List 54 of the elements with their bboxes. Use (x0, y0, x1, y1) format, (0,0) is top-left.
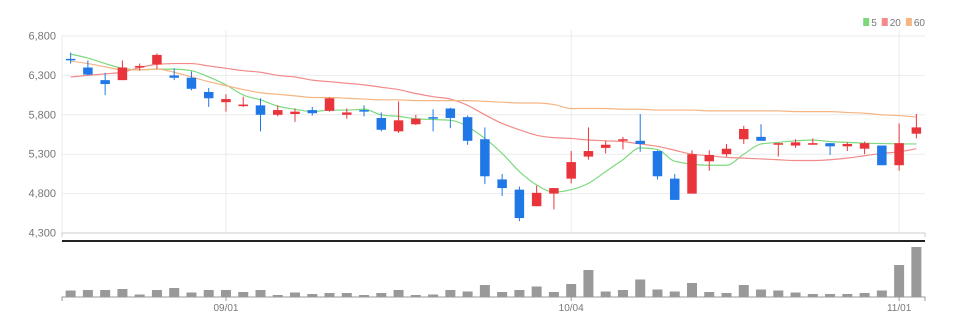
legend-label: 5 (871, 18, 878, 29)
candlestick (221, 94, 231, 112)
candlestick (912, 114, 922, 139)
candlestick (152, 52, 162, 70)
candlestick (774, 142, 784, 158)
candlestick (66, 52, 76, 64)
candlestick (860, 141, 870, 155)
y-tick-label: 5,800 (28, 109, 56, 122)
candlestick (877, 145, 887, 166)
candlestick (100, 72, 110, 96)
candlestick (722, 143, 732, 158)
candlestick (359, 104, 369, 117)
candlestick (186, 70, 196, 91)
y-tick-label: 4,300 (28, 228, 56, 240)
candlestick (532, 185, 542, 207)
x-tick-label: 09/01 (213, 303, 239, 314)
candlestick (290, 108, 300, 122)
candlestick (169, 68, 179, 81)
candlestick (376, 112, 386, 132)
candlestick (549, 188, 559, 210)
x-tick-label: 10/04 (558, 303, 584, 314)
candlestick (273, 104, 282, 117)
y-tick-label: 6,800 (28, 30, 56, 43)
candlestick (342, 108, 352, 120)
candlestick (739, 125, 749, 144)
candlestick (825, 142, 835, 156)
candlestick (394, 100, 404, 134)
candlestick (411, 114, 421, 126)
candlestick (428, 108, 438, 132)
candlestick (256, 98, 266, 132)
candlestick (446, 107, 456, 129)
candlestick (118, 60, 128, 81)
candlestick (894, 122, 904, 172)
candlestick (584, 126, 594, 160)
y-tick-label: 4,800 (28, 188, 56, 200)
candlestick (704, 150, 714, 172)
candlestick (600, 140, 610, 154)
line-series (70, 54, 917, 193)
candlestick (566, 150, 576, 184)
legend-label: 60 (914, 18, 926, 29)
y-tick-label: 5,300 (28, 148, 56, 161)
candlestick (756, 124, 766, 142)
x-tick-label: 11/01 (886, 303, 912, 314)
candlestick (204, 88, 214, 108)
candlestick (462, 115, 472, 146)
candlestick (635, 114, 645, 152)
candlestick (618, 136, 628, 150)
candlestick (238, 96, 248, 108)
y-tick-label: 6,300 (28, 70, 56, 82)
legend-label: 20 (890, 18, 902, 29)
candlestick (83, 60, 93, 76)
candlestick (497, 173, 507, 196)
candlestick (670, 173, 680, 200)
candlestick (324, 96, 334, 112)
